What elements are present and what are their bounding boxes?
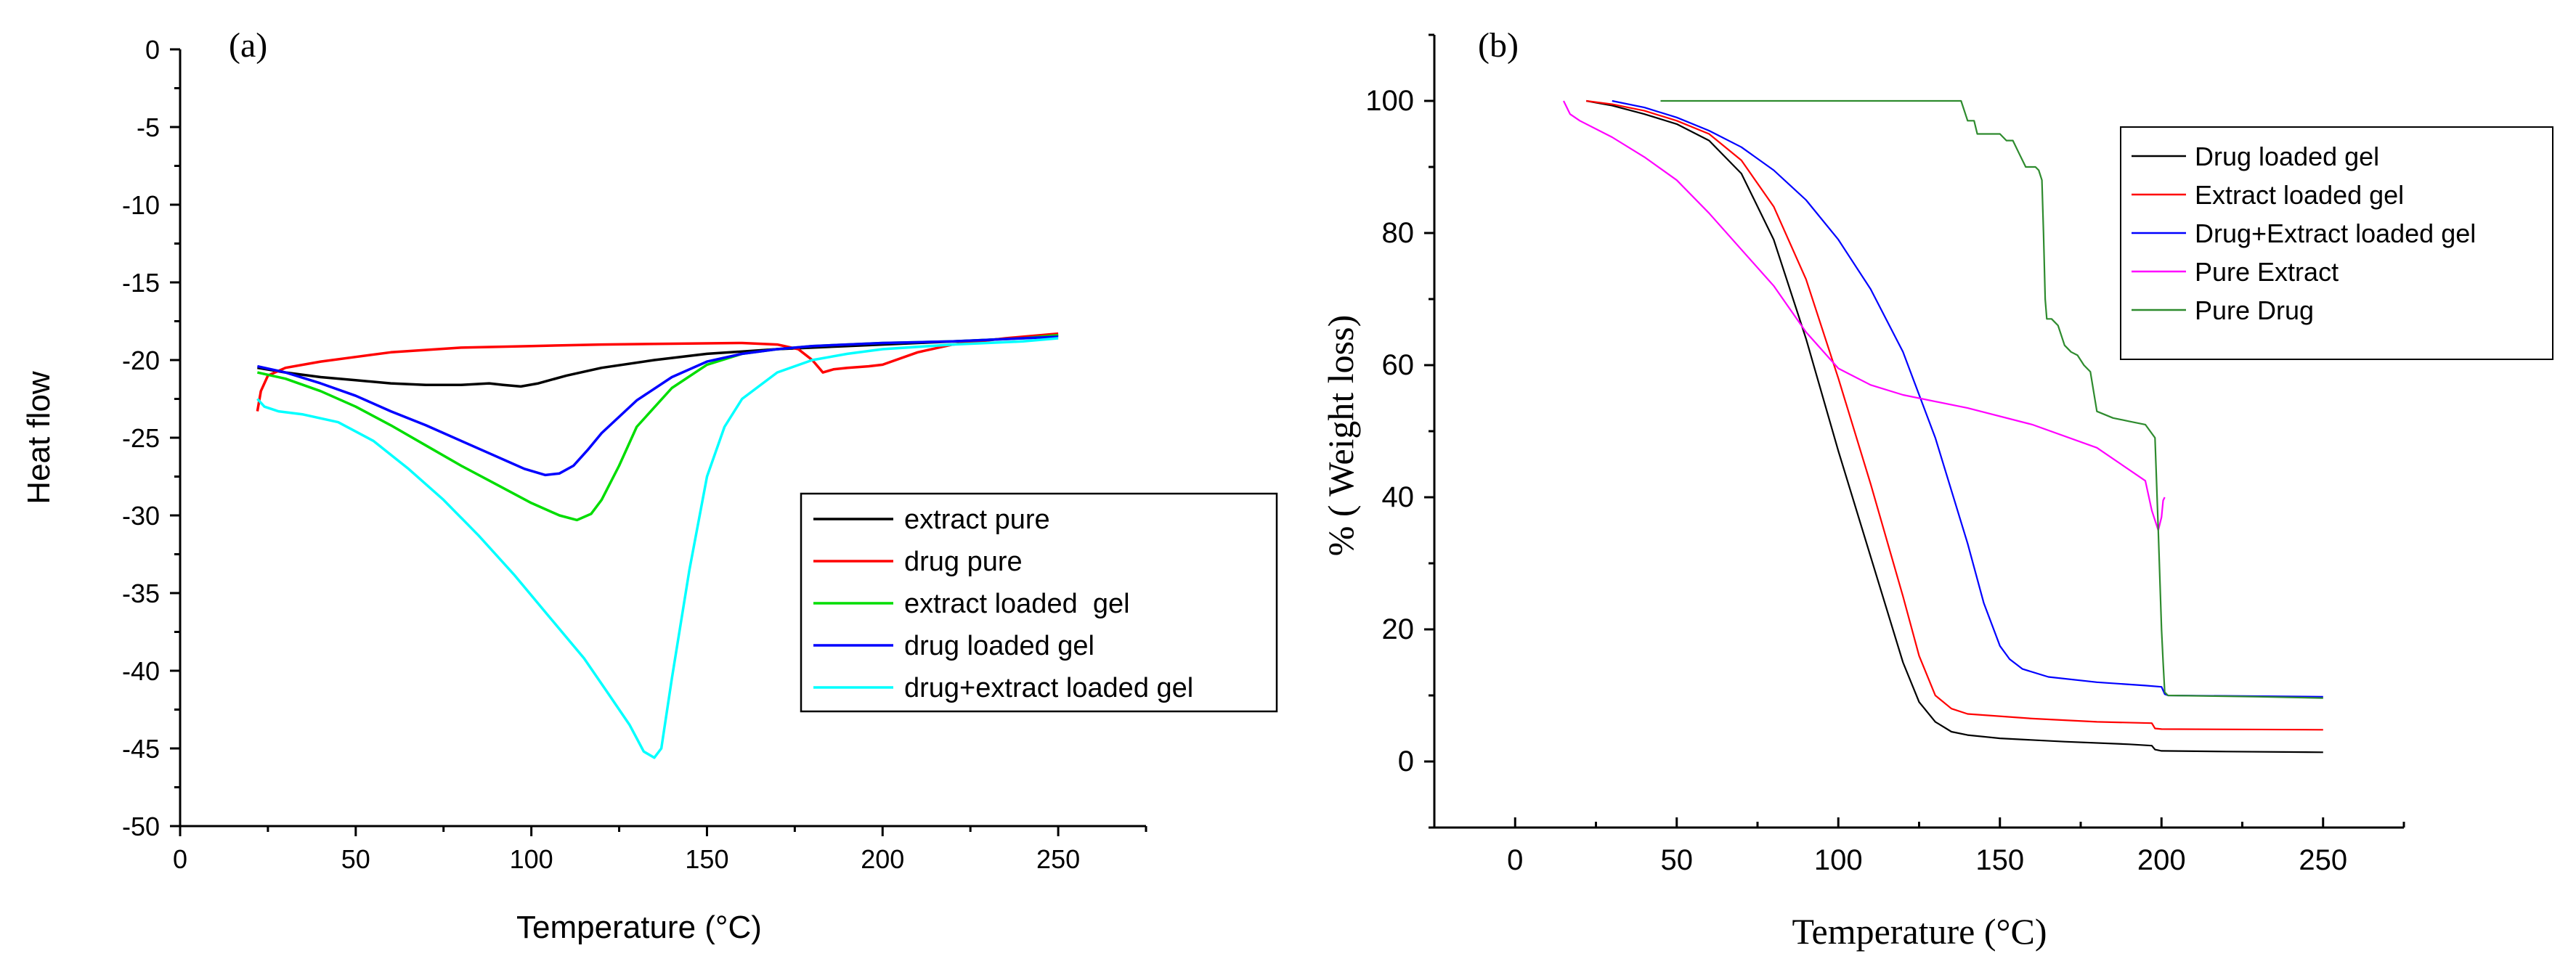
y-tick-label--45: -45 bbox=[122, 734, 160, 764]
y-tick-label-100: 100 bbox=[1365, 85, 1414, 117]
y-tick-label--5: -5 bbox=[137, 113, 160, 142]
series-line-drug-pure-a bbox=[256, 332, 1059, 412]
panel-a-y-ticks: 0 -5 -10 -15 -20 -25 -30 -35 -40 -45 -50 bbox=[122, 35, 180, 841]
legend-label-extract-loaded-gel-b: Extract loaded gel bbox=[2195, 180, 2404, 210]
panel-b-legend: Drug loaded gel Extract loaded gel Drug+… bbox=[2120, 126, 2553, 360]
y-tick-label--40: -40 bbox=[122, 656, 160, 686]
legend-label-drug-extract-loaded-gel: drug+extract loaded gel bbox=[904, 673, 1193, 703]
panel-b-x-ticks: 0 50 100 150 200 250 bbox=[1433, 817, 2405, 876]
panel-a-label: (a) bbox=[229, 26, 267, 65]
series-line-drug-loaded-gel-a bbox=[257, 335, 1059, 477]
x-tick-label-0: 0 bbox=[173, 844, 187, 874]
series-line-extract-loaded-gel-a bbox=[257, 334, 1059, 522]
panel-a-legend: extract pure drug pure extract loaded ge… bbox=[800, 492, 1278, 713]
y-tick-label--25: -25 bbox=[122, 423, 160, 453]
y-tick-label-40: 40 bbox=[1382, 481, 1415, 513]
panel-a-x-axis-title: Temperature (°C) bbox=[516, 910, 762, 945]
y-tick-label--15: -15 bbox=[122, 268, 160, 298]
legend-label-pure-extract: Pure Extract bbox=[2195, 257, 2339, 287]
x-tick-label-150: 150 bbox=[1975, 844, 2024, 876]
legend-label-extract-loaded-gel: extract loaded gel bbox=[904, 589, 1130, 619]
panel-b-label: (b) bbox=[1478, 26, 1519, 65]
y-tick-label-80: 80 bbox=[1382, 217, 1415, 249]
series-line-drug-loaded-gel-b bbox=[1586, 99, 2323, 753]
x-tick-label-50: 50 bbox=[341, 844, 370, 874]
panel-b-plot-area bbox=[1563, 99, 2323, 753]
x-tick-label-200: 200 bbox=[2137, 844, 2186, 876]
panel-b-weight-loss-chart: (b) 0 50 100 150 200 250 0 20 40 60 80 100 Tempera… bbox=[1320, 26, 2553, 952]
panel-a-heat-flow-chart: (a) 0 50 100 150 200 250 0 -5 -10 -15 -20 -25 -30 -3… bbox=[21, 26, 1278, 945]
x-tick-label-250: 250 bbox=[2299, 844, 2347, 876]
y-tick-label-0: 0 bbox=[1398, 746, 1414, 777]
panel-b-legend-box bbox=[2120, 126, 2553, 360]
y-tick-label--50: -50 bbox=[122, 812, 160, 841]
series-line-drug-extract-loaded-gel-a bbox=[256, 337, 1059, 759]
y-tick-label--35: -35 bbox=[122, 579, 160, 608]
panel-a-x-ticks: 0 50 100 150 200 250 bbox=[173, 826, 1147, 874]
x-tick-label-200: 200 bbox=[861, 844, 904, 874]
y-tick-label--30: -30 bbox=[122, 501, 160, 531]
panel-b-y-axis-title: % ( Weight loss) bbox=[1320, 315, 1361, 557]
y-tick-label--20: -20 bbox=[122, 346, 160, 375]
x-tick-label-0: 0 bbox=[1507, 844, 1523, 876]
panel-b-x-axis-title: Temperature (°C) bbox=[1792, 911, 2047, 952]
panel-a-plot-area bbox=[256, 332, 1059, 759]
legend-label-drug-loaded-gel: drug loaded gel bbox=[904, 631, 1094, 661]
legend-label-extract-pure: extract pure bbox=[904, 505, 1050, 535]
x-tick-label-50: 50 bbox=[1661, 844, 1694, 876]
panel-a-y-axis-title: Heat flow bbox=[21, 371, 57, 505]
x-tick-label-150: 150 bbox=[685, 844, 728, 874]
legend-label-drug-pure: drug pure bbox=[904, 547, 1023, 577]
x-tick-label-100: 100 bbox=[1814, 844, 1863, 876]
series-line-extract-loaded-gel-b bbox=[1586, 99, 2323, 731]
y-tick-label-0: 0 bbox=[145, 35, 160, 65]
legend-label-drug-loaded-gel-b: Drug loaded gel bbox=[2195, 142, 2379, 171]
panel-b-y-ticks: 0 20 40 60 80 100 bbox=[1365, 33, 1434, 829]
y-tick-label--10: -10 bbox=[122, 190, 160, 220]
legend-label-drug-extract-loaded-gel-b: Drug+Extract loaded gel bbox=[2195, 219, 2476, 248]
y-tick-label-60: 60 bbox=[1382, 349, 1415, 381]
x-tick-label-250: 250 bbox=[1036, 844, 1080, 874]
series-line-pure-extract-b bbox=[1563, 100, 2166, 531]
series-line-extract-pure-a bbox=[257, 334, 1059, 388]
x-tick-label-100: 100 bbox=[510, 844, 553, 874]
y-tick-label-20: 20 bbox=[1382, 613, 1415, 645]
series-line-drug-extract-loaded-gel-b bbox=[1612, 99, 2323, 698]
legend-label-pure-drug: Pure Drug bbox=[2195, 295, 2314, 325]
series-line-pure-drug-b bbox=[1660, 99, 2323, 699]
